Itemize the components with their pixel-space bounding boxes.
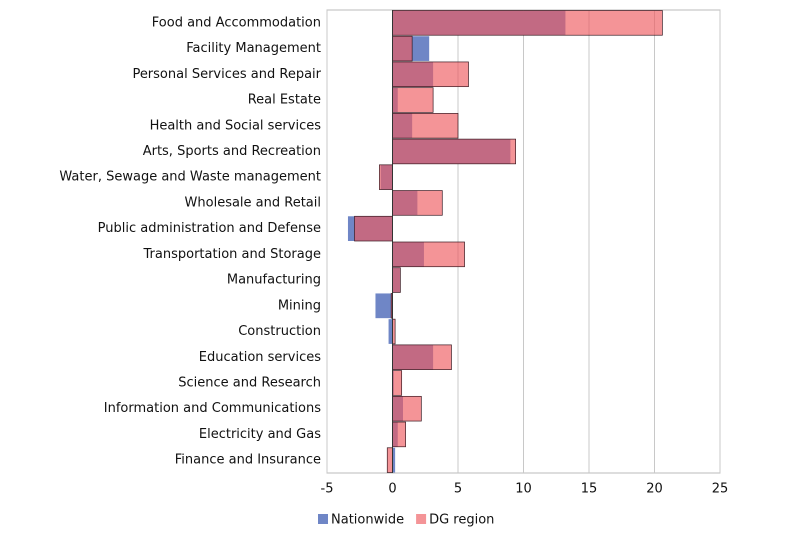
- bar: [392, 138, 516, 165]
- y-tick-label: Personal Services and Repair: [132, 67, 321, 82]
- bar: [379, 164, 393, 190]
- x-tick-label: 15: [581, 482, 598, 497]
- y-tick-label: Information and Communications: [104, 401, 321, 416]
- bar: [386, 447, 393, 473]
- y-tick-label: Science and Research: [178, 375, 321, 390]
- y-tick-label: Mining: [278, 298, 321, 313]
- legend-swatch: [318, 514, 328, 524]
- y-tick-label: Health and Social services: [150, 118, 322, 133]
- bar: [392, 61, 469, 88]
- x-tick-label: 25: [712, 482, 729, 497]
- bar: [388, 319, 393, 344]
- y-tick-label: Arts, Sports and Recreation: [143, 144, 321, 159]
- y-tick-label: Public administration and Defense: [98, 221, 321, 236]
- y-tick-label: Electricity and Gas: [199, 427, 321, 442]
- bar: [392, 421, 406, 448]
- bar: [392, 447, 396, 473]
- bar: [392, 370, 403, 396]
- y-tick-label: Manufacturing: [227, 273, 321, 288]
- y-tick-label: Transportation and Storage: [143, 247, 321, 262]
- bar: [375, 293, 393, 319]
- x-tick-label: 5: [454, 482, 462, 497]
- bar: [392, 87, 434, 113]
- bar: [392, 113, 459, 139]
- bar: [392, 344, 452, 370]
- x-tick-label: 10: [515, 482, 532, 497]
- x-tick-label: 0: [388, 482, 396, 497]
- y-tick-label: Construction: [238, 324, 321, 339]
- bar: [392, 35, 413, 62]
- legend-swatch: [416, 514, 427, 524]
- y-tick-label: Education services: [199, 350, 321, 365]
- y-tick-label: Facility Management: [186, 41, 321, 56]
- y-tick-label: Water, Sewage and Waste management: [59, 170, 321, 185]
- x-tick-label: 20: [646, 482, 663, 497]
- bar: [392, 241, 465, 268]
- y-tick-label: Real Estate: [248, 93, 321, 108]
- bar: [392, 10, 663, 36]
- y-tick-label: Food and Accommodation: [152, 15, 321, 30]
- y-tick-label: Wholesale and Retail: [185, 195, 321, 210]
- bar: [392, 190, 443, 216]
- bar: [354, 215, 393, 242]
- y-tick-label: Finance and Insurance: [175, 453, 321, 468]
- legend-label: Nationwide: [331, 513, 404, 528]
- bar: [392, 395, 422, 422]
- bar: [392, 267, 401, 293]
- legend-label: DG region: [429, 513, 494, 528]
- x-tick-label: -5: [321, 482, 334, 497]
